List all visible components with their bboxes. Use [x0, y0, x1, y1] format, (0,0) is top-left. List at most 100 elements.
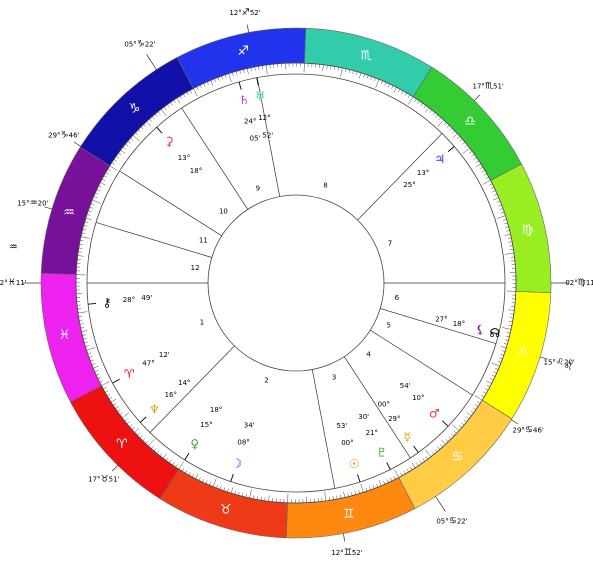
planet-minute-pluto: 30'	[358, 413, 369, 421]
degree-tick	[483, 391, 487, 394]
degree-tick	[162, 453, 167, 459]
degree-tick	[340, 67, 343, 77]
degree-tick	[345, 68, 347, 73]
degree-tick	[93, 365, 99, 369]
degree-tick	[138, 129, 141, 133]
degree-tick	[79, 323, 84, 325]
degree-tick	[195, 473, 199, 479]
degree-tick	[492, 190, 496, 193]
degree-tick	[221, 75, 223, 80]
degree-tick	[103, 387, 107, 390]
planet-position-tick	[230, 473, 234, 482]
degree-tick	[500, 211, 505, 214]
degree-tick	[232, 72, 234, 76]
degree-tick	[408, 96, 414, 105]
degree-tick	[149, 118, 152, 122]
planet-minute-lilith: 27°	[435, 316, 447, 324]
degree-tick	[146, 121, 151, 127]
degree-tick	[452, 424, 460, 431]
degree-tick	[370, 76, 373, 80]
degree-tick	[486, 380, 492, 384]
degree-tick	[472, 407, 476, 410]
house-cusp-line-9	[256, 77, 281, 197]
degree-tick	[205, 480, 208, 484]
degree-tick	[131, 427, 135, 430]
degree-tick	[140, 126, 144, 130]
degree-tick	[496, 200, 501, 203]
degree-tick	[84, 221, 89, 223]
degree-tick	[440, 444, 443, 448]
degree-tick	[330, 65, 332, 70]
planet-position-tick	[447, 146, 455, 152]
degree-tick	[352, 70, 354, 75]
degree-tick	[386, 479, 389, 483]
degree-tick	[119, 412, 123, 415]
outer-marker-1-icon: ♌	[564, 362, 573, 373]
degree-tick	[212, 478, 217, 487]
sign-glyph-virgo-icon: ♍	[522, 223, 534, 238]
degree-tick	[264, 497, 266, 501]
planet-degree-venus: 15°	[200, 421, 212, 429]
sign-glyph-libra-icon: ♎	[464, 114, 476, 129]
degree-tick	[358, 490, 360, 494]
degree-tick	[403, 470, 406, 475]
degree-tick	[249, 489, 252, 499]
degree-tick	[143, 124, 147, 127]
degree-tick	[82, 334, 86, 336]
degree-tick	[435, 114, 439, 118]
degree-tick	[459, 139, 463, 142]
degree-tick	[481, 394, 485, 398]
degree-tick	[334, 66, 336, 70]
house-cusp-label-7: 02°♍11'	[565, 278, 593, 288]
degree-tick	[400, 472, 403, 476]
degree-tick	[336, 495, 338, 500]
degree-tick	[83, 338, 87, 340]
degree-tick	[425, 449, 432, 457]
degree-tick	[437, 446, 440, 450]
planet-saturn-icon: ♄	[239, 93, 250, 107]
degree-tick	[126, 421, 130, 425]
planet-minute-chiron: 49'	[141, 294, 152, 302]
degree-tick	[343, 491, 346, 498]
sign-glyph-leo-icon: ♌	[517, 346, 529, 361]
degree-tick	[110, 398, 117, 403]
degree-tick	[193, 88, 198, 97]
house-cusp-line-2	[149, 345, 235, 433]
degree-tick	[85, 345, 89, 347]
house-cusp-line-3	[311, 369, 336, 489]
degree-tick	[356, 71, 358, 76]
degree-tick	[210, 80, 214, 86]
degree-tick	[390, 477, 393, 482]
house-cusp-line-11	[119, 170, 222, 237]
planet-aries-point-icon: ♈	[124, 367, 135, 381]
degree-tick	[115, 406, 119, 409]
planet-minute-jupiter: 25°	[403, 181, 415, 189]
house-cusp-labels: 02°♓11'17°♉51'12°♊52'05°♋22'29°♋46'15°♌2…	[0, 8, 593, 558]
degree-tick	[97, 377, 102, 380]
planet-position-tick	[357, 474, 361, 483]
house-cusp-label-11: 29°♑46'	[48, 131, 79, 141]
degree-tick	[132, 135, 140, 142]
degree-tick	[81, 232, 86, 234]
degree-tick	[105, 172, 109, 175]
degree-tick	[420, 103, 423, 107]
house-cusp-lines	[23, 24, 569, 542]
planet-minute-saturn: 05'	[250, 135, 261, 143]
degree-tick	[246, 68, 249, 75]
degree-tick	[238, 491, 240, 496]
degree-tick	[437, 119, 444, 127]
planet-minute-uranus: 52'	[262, 132, 273, 140]
degree-tick	[419, 460, 422, 464]
degree-tick	[156, 450, 160, 454]
house-cusp-label-4: 05°♋22'	[436, 517, 467, 527]
degree-tick	[77, 311, 88, 314]
degree-tick	[446, 125, 450, 128]
sign-glyph-pisces-icon: ♓	[59, 328, 71, 343]
sign-glyph-aries-icon: ♈	[116, 437, 128, 452]
planet-position-tick	[256, 77, 259, 86]
degree-tick	[154, 113, 158, 117]
degree-tick	[188, 471, 191, 476]
planet-minute-aries-point: 12'	[159, 351, 170, 359]
degree-tick	[111, 162, 115, 165]
house-cusp-tick-5	[511, 419, 519, 425]
